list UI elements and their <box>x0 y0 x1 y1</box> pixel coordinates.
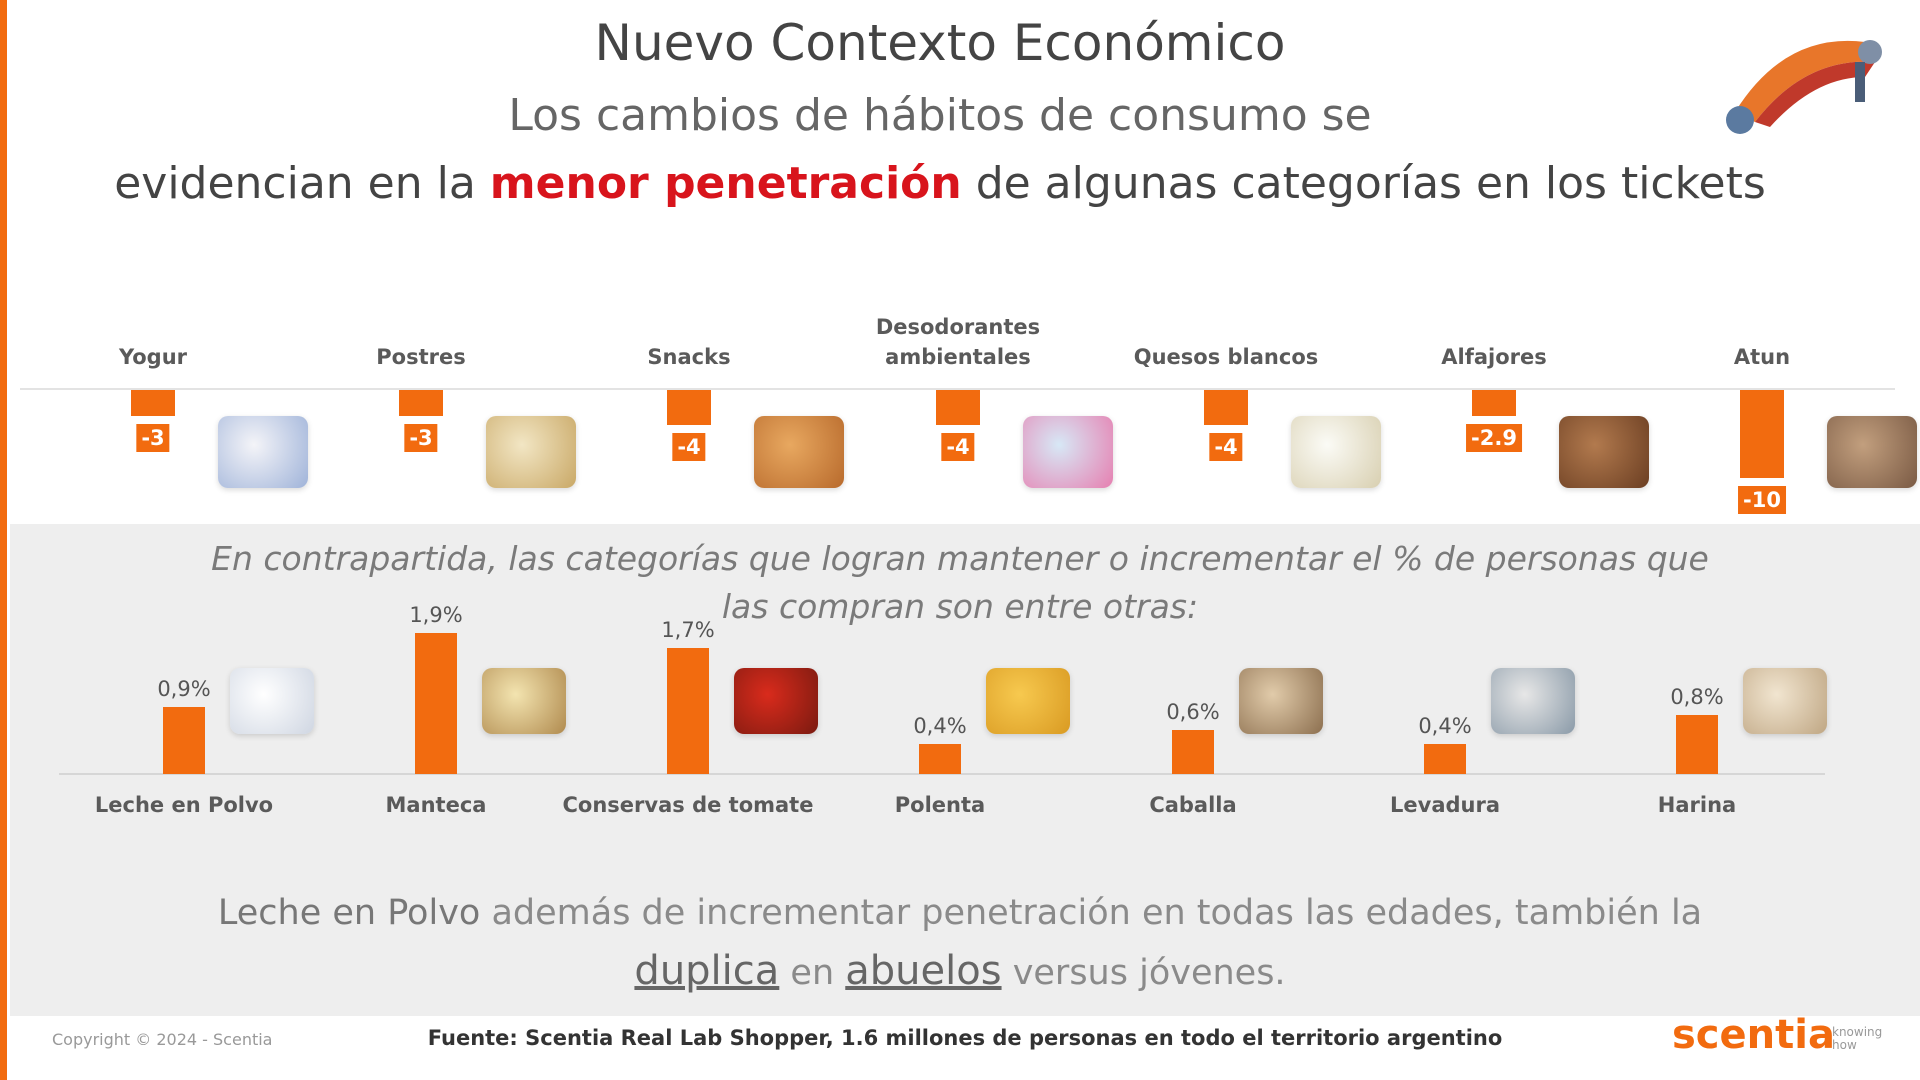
category-label: Levadura <box>1390 793 1500 817</box>
note-emphasis: duplica <box>634 948 780 994</box>
product-image <box>734 668 818 734</box>
value-label: 0,9% <box>157 677 211 702</box>
category-label: Atun <box>1733 345 1791 369</box>
subtitle: Los cambios de hábitos de consumo se <box>508 90 1372 141</box>
copyright: Copyright © 2024 - Scentia <box>52 1030 273 1049</box>
bar <box>667 390 711 426</box>
value-label: -4 <box>1209 433 1243 462</box>
product-image <box>1023 416 1113 488</box>
category-label: Harina <box>1657 793 1737 817</box>
product-image <box>1827 416 1917 488</box>
value-label: 1,9% <box>409 603 463 628</box>
subtitle-text: de algunas categorías en los tickets <box>961 158 1766 209</box>
note-text: Leche en Polvo <box>217 893 481 933</box>
chart-title: En contrapartida, las categorías que log… <box>211 539 1709 626</box>
bar <box>1172 729 1214 774</box>
highlight-band <box>10 524 1920 1016</box>
note-text: en <box>779 953 846 993</box>
value-label: -2.9 <box>1466 423 1522 452</box>
category-label: Alfajores <box>1441 345 1547 369</box>
value-label: 0,4% <box>1418 714 1472 739</box>
note: Leche en Polvo además de incrementar pen… <box>180 884 1740 1002</box>
bar <box>1204 390 1248 426</box>
baseline <box>59 773 1825 775</box>
bar <box>399 390 443 417</box>
illustration <box>1726 40 1882 134</box>
value-label: -3 <box>136 424 170 453</box>
slide-title: Nuevo Contexto Económico <box>594 14 1286 72</box>
product-image <box>1239 668 1323 734</box>
bar <box>936 390 980 426</box>
product-image <box>1491 668 1575 734</box>
bar <box>919 744 961 774</box>
source: Fuente: Scentia Real Lab Shopper, 1.6 mi… <box>427 1026 1503 1050</box>
subtitle-highlight: menor penetración <box>489 158 962 209</box>
category-label: Desodorantes ambientales <box>875 315 1041 369</box>
category-label: Caballa <box>1149 793 1237 817</box>
product-image <box>230 668 314 734</box>
value-label: -4 <box>941 433 975 462</box>
product-image <box>1743 668 1827 734</box>
bar <box>415 633 457 774</box>
product-image <box>218 416 308 488</box>
note-text: además de incrementar penetración en tod… <box>480 893 1703 933</box>
tagline: knowing how <box>1832 1025 1883 1052</box>
subtitle-text: evidencian en la <box>114 158 490 209</box>
brand: scentia <box>1672 1012 1835 1058</box>
category-label: Postres <box>376 345 466 369</box>
category-label: Snacks <box>647 345 731 369</box>
category-label: Quesos blancos <box>1133 345 1319 369</box>
bar <box>1676 714 1718 774</box>
category-label: Conservas de tomate <box>562 793 814 817</box>
product-image <box>482 668 566 734</box>
product-image <box>986 668 1070 734</box>
product-image <box>1291 416 1381 488</box>
bar <box>1740 390 1784 478</box>
accent-stripe <box>0 0 7 1080</box>
category-label: Yogur <box>118 345 188 369</box>
value-label: -3 <box>404 424 438 453</box>
product-image <box>1559 416 1649 488</box>
bar <box>131 390 175 417</box>
category-label: Polenta <box>894 793 986 817</box>
value-label: 1,7% <box>661 618 715 643</box>
value-label: 0,8% <box>1670 684 1724 709</box>
subtitle: evidencian en la menor penetración de al… <box>114 158 1766 209</box>
bar <box>667 648 709 774</box>
baseline <box>20 388 1895 390</box>
value-label: -4 <box>672 433 706 462</box>
note-text: versus jóvenes. <box>1001 953 1286 993</box>
value-label: -10 <box>1738 486 1786 514</box>
product-image <box>754 416 844 488</box>
category-label: Manteca <box>385 793 487 817</box>
value-label: 0,6% <box>1166 699 1220 724</box>
bar <box>1472 390 1516 416</box>
note-emphasis: abuelos <box>845 948 1002 994</box>
bar <box>163 707 205 774</box>
product-image <box>486 416 576 488</box>
category-label: Leche en Polvo <box>94 793 274 817</box>
value-label: 0,4% <box>913 714 967 739</box>
bar <box>1424 744 1466 774</box>
